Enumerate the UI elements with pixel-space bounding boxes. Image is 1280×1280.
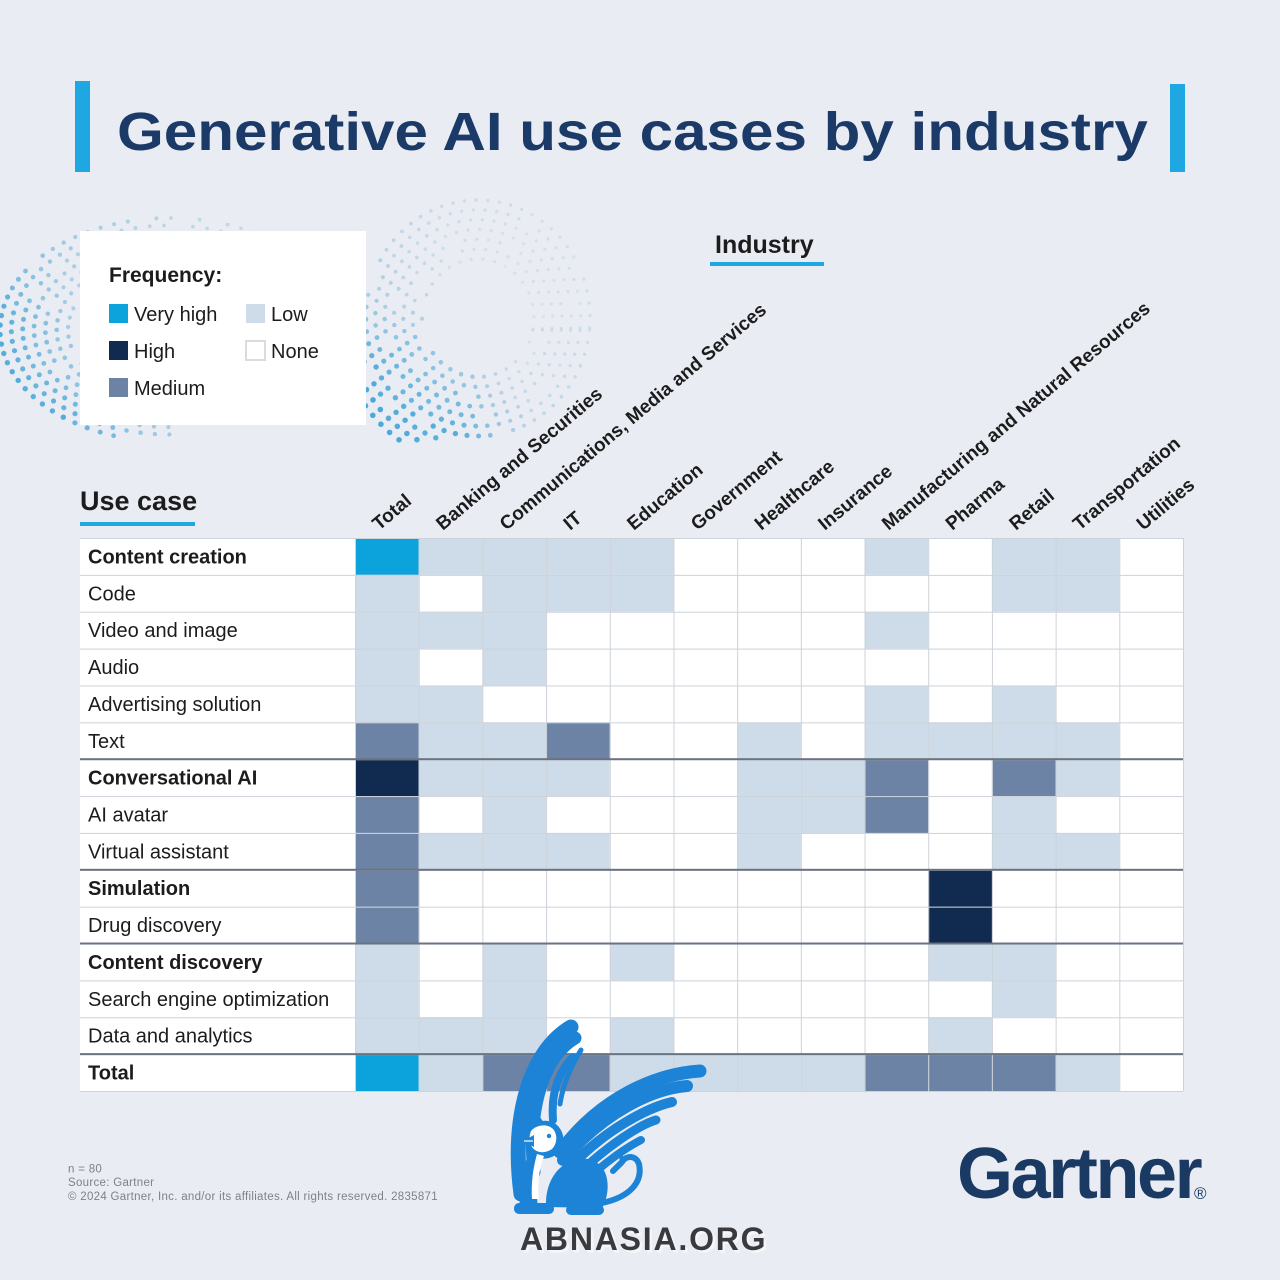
svg-text:Content creation: Content creation bbox=[88, 546, 247, 568]
svg-text:Advertising solution: Advertising solution bbox=[88, 694, 261, 716]
svg-text:Use case: Use case bbox=[80, 486, 197, 516]
svg-text:Video and image: Video and image bbox=[88, 620, 238, 642]
svg-text:Code: Code bbox=[88, 583, 136, 605]
svg-text:High: High bbox=[134, 341, 175, 363]
svg-text:Frequency:: Frequency: bbox=[109, 264, 222, 287]
svg-text:Drug discovery: Drug discovery bbox=[88, 915, 221, 937]
svg-text:ABNASIA.ORG: ABNASIA.ORG bbox=[520, 1221, 767, 1257]
svg-text:®: ® bbox=[1194, 1184, 1207, 1203]
svg-text:None: None bbox=[271, 341, 319, 363]
svg-text:Generative AI use cases by ind: Generative AI use cases by industry bbox=[117, 102, 1148, 162]
svg-text:Low: Low bbox=[271, 304, 308, 326]
svg-text:Search engine optimization: Search engine optimization bbox=[88, 989, 329, 1011]
svg-text:Very high: Very high bbox=[134, 304, 217, 326]
svg-text:AI avatar: AI avatar bbox=[88, 805, 168, 827]
svg-text:Data and analytics: Data and analytics bbox=[88, 1026, 253, 1048]
svg-text:© 2024 Gartner, Inc. and/or it: © 2024 Gartner, Inc. and/or its affiliat… bbox=[68, 1191, 438, 1203]
svg-text:Total: Total bbox=[88, 1063, 134, 1085]
svg-text:ABNASIA.ORG: ABNASIA.ORG bbox=[523, 1224, 770, 1260]
svg-text:Industry: Industry bbox=[715, 231, 814, 259]
svg-text:Content discovery: Content discovery bbox=[88, 952, 263, 974]
svg-text:Source: Gartner: Source: Gartner bbox=[68, 1177, 154, 1189]
svg-text:Text: Text bbox=[88, 731, 125, 753]
svg-text:Audio: Audio bbox=[88, 657, 139, 679]
svg-text:Medium: Medium bbox=[134, 378, 205, 400]
svg-text:Gartner: Gartner bbox=[957, 1134, 1202, 1214]
svg-text:Conversational AI: Conversational AI bbox=[88, 768, 257, 790]
svg-text:n = 80: n = 80 bbox=[68, 1164, 102, 1176]
svg-text:Simulation: Simulation bbox=[88, 878, 190, 900]
svg-text:Virtual assistant: Virtual assistant bbox=[88, 841, 229, 863]
